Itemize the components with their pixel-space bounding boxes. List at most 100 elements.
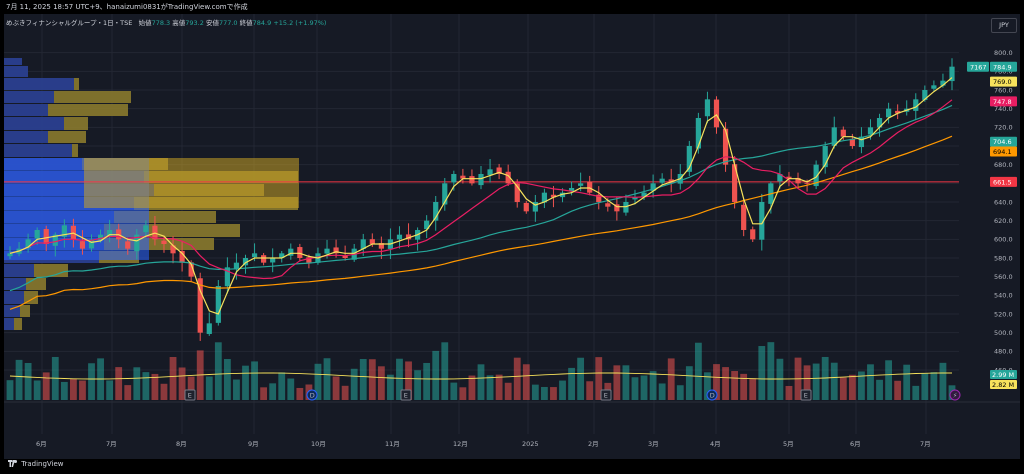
candle[interactable] [831, 127, 837, 146]
candle[interactable] [614, 204, 620, 212]
candle[interactable] [161, 240, 167, 244]
candle[interactable] [659, 178, 665, 183]
candle[interactable] [88, 239, 95, 249]
candle[interactable] [759, 202, 765, 240]
candle[interactable] [270, 258, 276, 263]
event-marker-split[interactable] [949, 389, 961, 401]
candle[interactable] [913, 99, 919, 111]
candle[interactable] [197, 278, 203, 333]
candle[interactable] [795, 177, 801, 184]
candle[interactable] [695, 118, 701, 149]
candle[interactable] [134, 234, 140, 252]
candle[interactable] [704, 99, 711, 117]
candle[interactable] [487, 169, 493, 176]
candle[interactable] [279, 253, 285, 259]
candle[interactable] [342, 255, 348, 258]
candle[interactable] [514, 183, 520, 202]
candle[interactable] [442, 183, 448, 205]
candle[interactable] [858, 136, 865, 148]
candle[interactable] [297, 247, 303, 258]
candle[interactable] [288, 248, 294, 256]
candle[interactable] [107, 230, 113, 237]
candle[interactable] [541, 192, 548, 203]
candle[interactable] [578, 183, 584, 186]
candle[interactable] [686, 146, 692, 172]
candle[interactable] [641, 192, 647, 198]
candle[interactable] [505, 171, 511, 184]
candle[interactable] [849, 138, 855, 146]
candle[interactable] [242, 258, 249, 266]
candle[interactable] [52, 234, 58, 246]
candle[interactable] [813, 164, 819, 187]
candle[interactable] [532, 202, 538, 212]
candle[interactable] [777, 174, 783, 182]
candle[interactable] [478, 174, 484, 186]
candle[interactable] [261, 255, 267, 263]
candle[interactable] [632, 197, 638, 200]
candle[interactable] [940, 80, 946, 86]
candle[interactable] [469, 176, 475, 184]
candle[interactable] [895, 110, 901, 114]
candle[interactable] [378, 243, 384, 249]
candle[interactable] [804, 182, 810, 184]
event-marker-earnings[interactable] [600, 389, 612, 401]
candle[interactable] [840, 129, 846, 137]
candle[interactable] [433, 202, 439, 221]
candle[interactable] [713, 99, 720, 128]
candle[interactable] [587, 181, 593, 193]
candle[interactable] [360, 239, 366, 250]
candle[interactable] [922, 90, 928, 100]
candle[interactable] [396, 234, 403, 240]
candle[interactable] [7, 253, 13, 257]
event-marker-earnings[interactable] [800, 389, 812, 401]
chart-panel[interactable]: 800.0780.0760.0740.0720.0700.0680.0660.0… [4, 14, 1020, 459]
candle[interactable] [559, 192, 566, 198]
candle[interactable] [61, 225, 67, 237]
candle[interactable] [451, 174, 457, 183]
candle[interactable] [822, 146, 828, 168]
candle[interactable] [496, 167, 502, 174]
candle[interactable] [732, 164, 738, 202]
candle[interactable] [786, 176, 792, 179]
candle[interactable] [405, 234, 412, 240]
candle[interactable] [424, 220, 430, 230]
candle[interactable] [43, 229, 49, 244]
candle[interactable] [206, 323, 212, 334]
candle[interactable] [722, 128, 729, 165]
candle[interactable] [97, 234, 104, 241]
candle[interactable] [324, 248, 330, 254]
candle[interactable] [188, 262, 194, 277]
candle[interactable] [25, 239, 31, 249]
candle[interactable] [523, 202, 529, 212]
candle[interactable] [949, 66, 955, 82]
candle[interactable] [306, 257, 312, 263]
candle[interactable] [867, 127, 874, 135]
candle[interactable] [333, 247, 339, 254]
candle[interactable] [125, 241, 131, 249]
candle[interactable] [224, 267, 230, 287]
candle[interactable] [251, 253, 258, 258]
price-chart[interactable]: 800.0780.0760.0740.0720.0700.0680.0660.0… [4, 14, 1020, 459]
candle[interactable] [79, 241, 86, 249]
candle[interactable] [460, 175, 466, 179]
event-marker-earnings[interactable] [400, 389, 412, 401]
candle[interactable] [596, 194, 602, 202]
candle[interactable] [170, 245, 176, 254]
candle[interactable] [568, 188, 575, 192]
currency-button[interactable]: JPY [991, 18, 1017, 33]
candle[interactable] [885, 108, 892, 118]
candle[interactable] [605, 203, 611, 207]
candle[interactable] [931, 85, 937, 89]
candle[interactable] [179, 250, 185, 263]
candle[interactable] [550, 194, 557, 198]
candle[interactable] [750, 229, 756, 240]
candle[interactable] [34, 230, 40, 239]
event-marker-dividend[interactable] [306, 389, 318, 401]
candle[interactable] [369, 239, 375, 244]
event-marker-dividend[interactable] [706, 389, 718, 401]
candle[interactable] [650, 183, 656, 191]
candle[interactable] [233, 262, 240, 270]
event-marker-earnings[interactable] [184, 389, 196, 401]
candle[interactable] [215, 286, 221, 323]
candle[interactable] [741, 204, 747, 230]
